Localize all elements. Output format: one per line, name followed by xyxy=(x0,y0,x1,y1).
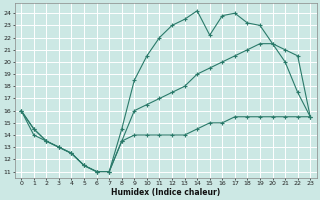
X-axis label: Humidex (Indice chaleur): Humidex (Indice chaleur) xyxy=(111,188,220,197)
